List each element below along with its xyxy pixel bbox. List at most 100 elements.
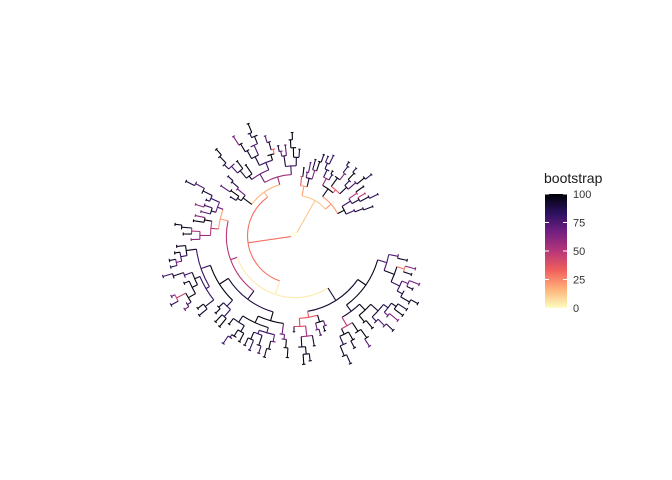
tree-leaf-branch [419,302,455,321]
tree-arc [293,325,306,328]
tree-arc [201,188,205,194]
tree-leaf-branch [153,255,175,258]
tree-arc [371,205,374,208]
tree-leaf-branch [404,314,434,336]
tree-leaf-branch [232,90,247,125]
tree-branch [169,258,176,262]
tree-branch [302,354,305,365]
tree-arc [334,175,341,181]
tree-arc [302,195,326,210]
tree-leaf-branch [312,123,321,163]
tree-leaf-branch [349,364,363,397]
tree-leaf-branch [363,180,371,186]
tree-branch [342,166,349,173]
tree-branch [405,265,416,270]
tree-branch [230,196,237,201]
tree-branch [316,161,321,172]
tree-branch [385,323,394,331]
tree-arc [214,320,218,324]
tree-leaf-branch [201,323,217,341]
tree-leaf-branch [419,286,464,304]
tree-branch [330,177,338,187]
tree-leaf-branch [173,311,185,319]
tree-branch [237,197,242,202]
tree-branch [410,299,419,305]
tree-arc [391,328,395,333]
tree-arc [347,179,352,183]
tree-branch [185,180,195,187]
tree-leaf-branch [162,317,200,350]
legend-tick-label: 50 [573,246,585,258]
tree-leaf-branch [126,262,170,271]
tree-leaf-branch [322,335,334,379]
tree-leaf-branch [238,136,242,144]
tree-leaf-branch [408,304,442,325]
tree-leaf-branch [392,332,398,338]
tree-branch [217,206,224,210]
tree-leaf-branch [196,171,221,187]
tree-branch [259,173,266,183]
tree-leaf-branch [210,323,228,347]
tree-branch [264,135,268,143]
tree-branch [403,271,412,276]
tree-leaf-branch [363,155,387,176]
tree-arc [324,168,330,172]
tree-branch [345,209,355,215]
tree-leaf-branch [254,126,258,136]
tree-leaf-branch [192,328,221,363]
tree-leaf-branch [277,334,280,351]
tree-branch [296,200,316,233]
tree-arc [339,331,349,337]
tree-branch [205,286,210,290]
tree-arc [348,198,353,204]
tree-branch [308,353,311,361]
tree-leaf-branch [190,140,229,175]
tree-branch [324,156,329,163]
tree-branch [351,322,359,332]
tree-branch [311,335,315,346]
tree-branch [170,264,178,268]
tree-leaf-branch [420,283,460,298]
tree-leaf-branch [280,109,284,145]
tree-leaf-branch [268,104,277,146]
tree-arc [214,147,218,151]
tree-leaf-branch [303,129,308,168]
tree-leaf-branch [378,173,424,196]
tree-leaf-branch [138,298,173,316]
tree-arc [332,154,335,157]
tree-arc [227,322,231,326]
tree-branch [227,175,234,182]
tree-branch [228,318,234,325]
tree-branch [231,181,239,189]
tree-leaf-branch [353,349,358,360]
tree-leaf-branch [158,195,195,206]
tree-branch [195,215,206,219]
tree-branch [301,186,305,197]
tree-branch [396,290,403,295]
tree-leaf-branch [257,357,263,380]
tree-leaf-branch [158,241,191,243]
tree-leaf-branch [126,303,170,327]
tree-branch [324,163,328,170]
legend-tick-label: 100 [573,189,591,201]
tree-leaf-branch [283,111,286,144]
tree-branch [176,260,182,263]
tree-arc [257,315,284,324]
tree-leaf-branch [372,195,399,206]
tree-branch [242,197,253,205]
tree-arc [353,208,356,213]
tree-branch [204,219,212,222]
tree-leaf-branch [347,343,360,371]
tree-leaf-branch [415,270,453,281]
tree-arc [362,176,366,180]
tree-leaf-branch [165,302,186,315]
tree-branch [396,266,405,270]
tree-branch [358,315,365,323]
tree-arc [175,259,178,266]
tree-branch [215,148,222,156]
tree-arc [226,175,230,178]
tree-leaf-branch [394,329,424,357]
tree-arc [362,320,367,324]
tree-arc [257,352,261,355]
tree-leaf-branch [252,354,260,382]
